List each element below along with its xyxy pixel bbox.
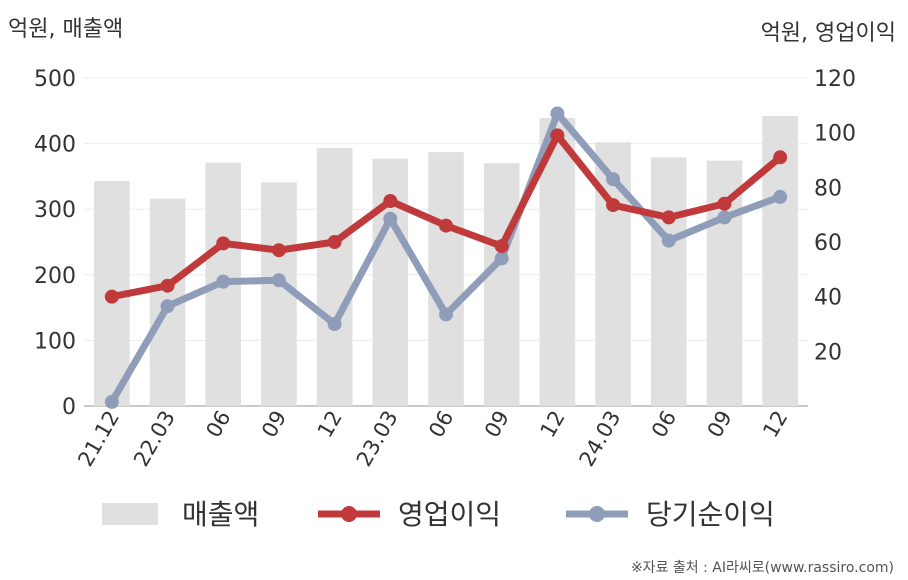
left-tick-label: 500 [34,67,76,92]
operating-profit-point [661,210,676,225]
left-tick-label: 100 [34,329,76,354]
right-tick-label: 120 [814,67,856,92]
x-tick-label: 06 [647,407,681,442]
net-income-point [271,273,286,288]
x-tick-label: 06 [424,407,458,442]
x-tick-label: 06 [201,407,235,442]
legend-label: 당기순이익 [646,498,775,531]
operating-profit-point [773,150,788,165]
profit-lines [104,106,788,409]
net-income-point [494,251,509,266]
net-income-point [550,106,565,121]
left-axis-unit: 억원, 매출액 [8,17,123,42]
operating-profit-point [550,128,565,143]
net-income-point [717,210,732,225]
revenue-bar [650,157,687,406]
x-tick-label: 21.12 [73,407,124,471]
legend-label: 영업이익 [398,498,501,531]
left-tick-label: 200 [34,264,76,289]
net-income-point [606,172,621,187]
operating-profit-point [104,289,119,304]
operating-profit-point [327,235,342,249]
right-y-axis: 20 40 60 80 100 120 [814,67,856,365]
legend: 매출액 영업이익 당기순이익 [102,498,775,531]
x-tick-label: 24.03 [575,407,626,471]
legend-swatch-net-income-marker [589,506,605,522]
right-tick-label: 20 [814,340,842,365]
net-income-point [160,299,175,314]
operating-profit-point [216,236,231,251]
operating-profit-point [439,218,453,233]
net-income-point [439,307,453,322]
revenue-bar [428,152,464,406]
revenue-bar [261,182,297,406]
x-tick-label: 12 [313,407,347,442]
x-axis: 21.12 22.03 06 09 12 23.03 06 09 12 24.03 06 09 12 [73,407,792,471]
net-income-point [216,274,231,289]
left-tick-label: 400 [34,133,76,158]
x-tick-label: 23.03 [352,407,403,471]
net-income-point [104,394,119,409]
right-axis-unit: 억원, 영업이익 [761,21,896,46]
net-income-point [383,211,398,226]
legend-swatch-revenue [102,503,158,525]
x-tick-label: 09 [257,407,291,442]
x-tick-label: 22.03 [129,407,180,471]
x-tick-label: 12 [758,407,792,442]
legend-label: 매출액 [182,498,259,531]
left-tick-label: 0 [62,395,76,420]
x-tick-label: 09 [703,407,737,442]
operating-profit-point [717,196,732,211]
right-tick-label: 80 [814,176,842,201]
right-tick-label: 40 [814,286,842,311]
revenue-bar [316,148,353,406]
operating-profit-point [494,239,509,254]
x-tick-label: 09 [480,407,514,442]
operating-profit-point [160,278,175,293]
right-tick-label: 100 [814,122,856,147]
source-note: ※자료 출처 : AI라씨로(www.rassiro.com) [631,560,894,576]
left-y-axis: 0 100 200 300 400 500 [34,67,76,420]
right-tick-label: 60 [814,231,842,256]
left-tick-label: 300 [34,198,76,223]
x-tick-label: 12 [536,407,570,442]
net-income-point [327,317,342,331]
operating-profit-point [606,198,621,213]
operating-profit-point [383,194,398,208]
net-income-point [661,233,676,248]
operating-profit-point [271,243,286,258]
revenue-bar [483,163,520,406]
legend-swatch-operating-profit-marker [341,506,357,522]
net-income-point [773,189,788,204]
